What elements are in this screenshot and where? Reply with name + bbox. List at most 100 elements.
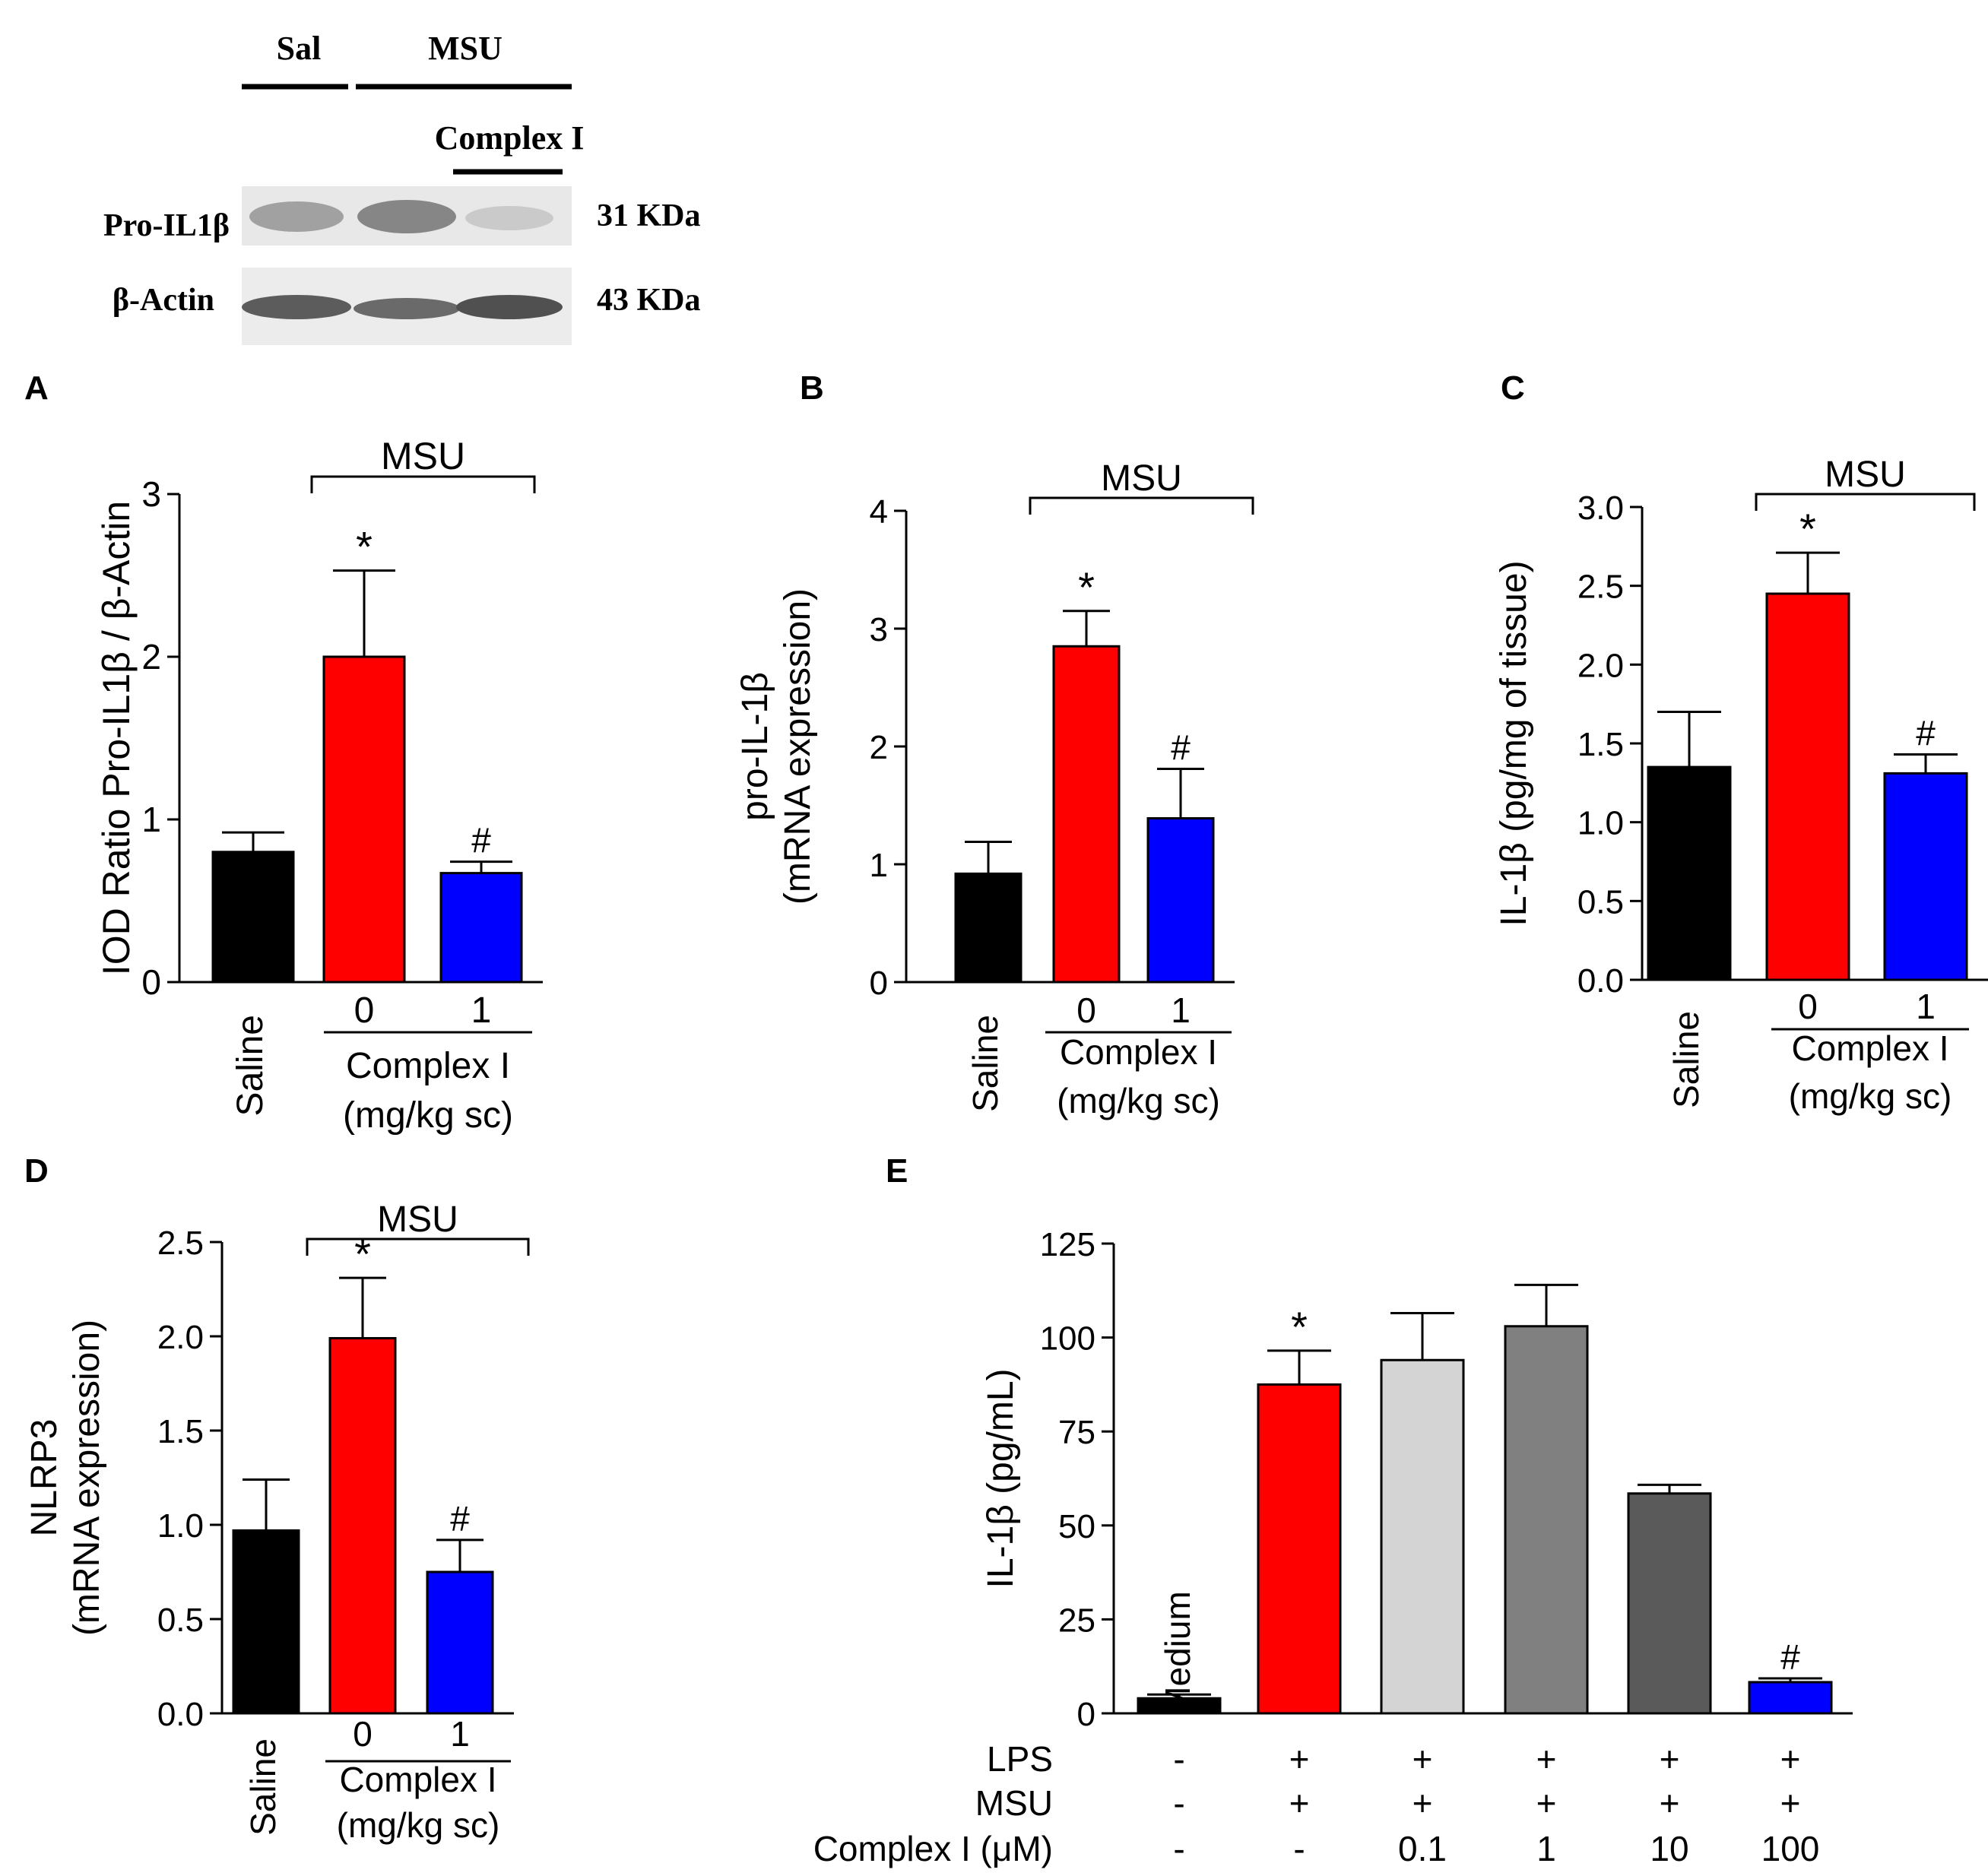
y-tick-label: 0.5 [1577,883,1624,921]
category-label-dose-0: 0 [1076,990,1096,1030]
y-axis-label-line2: (mRNA expression) [778,588,818,905]
bar-0 [211,851,295,984]
y-axis-label: IOD Ratio Pro-IL1β / β-Actin [95,501,138,975]
group-caption-line2: (mg/kg sc) [337,1805,500,1845]
msu-bracket [310,475,536,493]
chart-panel-d: D 0.0 0.5 1.0 1.5 2.0 2.5 NLRP3 (mRNA expression… [24,1152,530,1845]
blot-band-actin-sal [242,295,351,319]
blot-band-pro-il1b-msu [357,200,456,233]
blot-band-pro-il1b-complex [465,206,553,230]
table-cell: 100 [1761,1829,1820,1868]
category-label-dose-1: 1 [1171,990,1191,1030]
msu-bracket-label: MSU [1101,458,1182,499]
table-cell: + [1780,1739,1801,1779]
y-tick-label: 2 [141,637,161,677]
y-axis-label-line1: pro-IL-1β [735,672,775,821]
bar-0 [954,872,1023,984]
bar-1 [1257,1383,1342,1715]
chart-panel-b: B 0 1 2 3 4 pro-IL-1β (mRNA expression) * # MSU Sal… [735,369,1254,1120]
bar-2 [426,1570,494,1715]
table-cell: 10 [1650,1829,1688,1868]
table-cell: 0.1 [1398,1829,1447,1868]
chart-panel-e: E 0 25 50 75 100 125 IL-1β (pg/mL) * # Medium LPS - +… [813,1152,1853,1868]
bar-1 [322,655,406,984]
y-axis-label: IL-1β (pg/mg of tissue) [1494,560,1534,926]
msu-bracket [1029,496,1254,515]
group-caption-line2: (mg/kg sc) [343,1095,513,1136]
y-tick-label: 0.5 [157,1602,204,1639]
category-label-saline: Saline [965,1015,1005,1112]
y-tick-label: 2 [870,729,888,766]
category-label-dose-1: 1 [1916,987,1936,1026]
bar-0 [232,1529,300,1715]
group-caption-line1: Complex I [1791,1028,1948,1068]
msu-bracket [1755,493,1976,511]
y-tick-label: 1.5 [157,1413,204,1450]
bar-5 [1748,1681,1833,1715]
blot-msu-label: MSU [428,30,503,67]
group-caption-line1: Complex I [1060,1032,1217,1072]
table-cell: - [1173,1739,1184,1779]
y-tick-label: 0 [141,962,161,1002]
significance-star: * [1078,563,1095,611]
y-tick-label: 1.5 [1577,726,1624,763]
bar-2 [439,872,523,984]
y-tick-label: 75 [1058,1414,1095,1451]
bar-1 [1052,645,1121,984]
bar-2 [1883,772,1968,981]
bar-0 [1647,765,1732,981]
panel-letter-b: B [800,369,824,407]
table-cell: + [1289,1739,1310,1779]
bar-3 [1504,1325,1589,1715]
table-cell: - [1173,1829,1184,1868]
panel-letter-c: C [1501,369,1525,407]
table-row-label-1: MSU [975,1783,1053,1823]
table-cell: + [1413,1739,1433,1779]
y-tick-label: 25 [1058,1602,1095,1639]
significance-hash: # [1916,714,1936,753]
y-tick-label: 2.5 [157,1225,204,1262]
y-tick-label: 1 [141,800,161,839]
bar-2 [1146,817,1215,984]
table-cell: + [1413,1783,1433,1823]
blot-size-actin: 43 KDa [597,283,701,318]
table-cell: + [1660,1783,1680,1823]
bar-1 [1765,592,1850,981]
significance-hash: # [450,1499,470,1539]
category-label-dose-1: 1 [471,990,492,1031]
blot-band-actin-msu [354,298,460,319]
western-blot: Sal MSU Complex I Pro-IL1β β-Actin 31 KD… [53,0,760,357]
blot-band-pro-il1b-sal [249,201,344,232]
category-label-dose-0: 0 [353,1714,373,1754]
y-tick-label: 1.0 [157,1507,204,1545]
y-tick-label: 2.0 [1577,647,1624,684]
table-cell: - [1293,1829,1305,1868]
msu-bracket-label: MSU [381,435,465,477]
y-tick-label: 4 [870,493,888,531]
group-caption-line1: Complex I [339,1760,496,1799]
significance-star: * [354,1230,371,1278]
bar-2 [1380,1358,1465,1715]
table-cell: + [1780,1783,1801,1823]
table-cell: - [1173,1783,1184,1823]
table-cell: + [1536,1739,1557,1779]
bar-4 [1627,1492,1712,1715]
panel-letter-e: E [886,1152,908,1190]
y-tick-label: 3.0 [1577,490,1624,527]
table-cell: + [1536,1783,1557,1823]
panel-letter-a: A [24,369,49,407]
significance-hash: # [1780,1637,1800,1677]
category-label-dose-0: 0 [1798,987,1818,1026]
category-label-dose-0: 0 [354,990,375,1031]
y-tick-label: 0 [870,965,888,1002]
significance-star: * [1291,1303,1308,1351]
y-axis-label-line1: NLRP3 [24,1419,65,1537]
significance-hash: # [471,821,491,860]
table-row-label-0: LPS [987,1739,1053,1779]
y-tick-label: 2.0 [157,1319,204,1356]
category-label-saline: Saline [1666,1011,1706,1108]
chart-panel-c: C 0.0 0.5 1.0 1.5 2.0 2.5 3.0 IL-1β (pg/mg of ti… [1494,369,1988,1116]
